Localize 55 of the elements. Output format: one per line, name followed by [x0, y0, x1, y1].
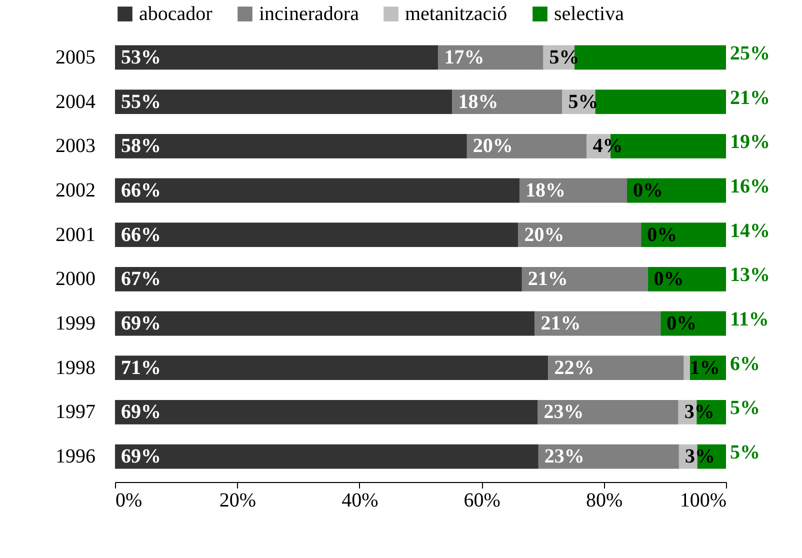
y-tick-label: 2002 [56, 180, 96, 202]
x-tick-label: 40% [342, 490, 378, 512]
data-label: 66% [121, 224, 161, 246]
y-tick-label: 1998 [56, 356, 96, 379]
legend-label: incineradora [259, 3, 360, 25]
data-label: 25% [730, 42, 770, 64]
x-tick-label: 0% [116, 490, 142, 512]
data-label: 1% [690, 356, 720, 379]
legend-label: abocador [139, 3, 213, 25]
data-label: 5% [730, 442, 760, 464]
x-tick-label: 80% [586, 490, 623, 512]
y-tick-label: 2005 [56, 46, 96, 68]
data-label: 0% [647, 224, 678, 246]
y-tick-label: 2001 [56, 224, 96, 246]
data-label: 69% [121, 401, 161, 424]
x-tick-label: 100% [680, 490, 726, 512]
data-label: 69% [121, 446, 161, 468]
data-label: 11% [730, 308, 769, 330]
x-tick-label: 20% [219, 490, 256, 512]
data-label: 6% [730, 352, 760, 375]
data-label: 69% [121, 312, 161, 334]
data-label: 53% [121, 46, 161, 68]
x-tick-label: 60% [464, 490, 500, 512]
data-label: 20% [472, 135, 513, 158]
data-label: 21% [540, 312, 581, 334]
data-label: 21% [528, 268, 568, 290]
data-label: 21% [730, 86, 770, 109]
data-label: 58% [121, 135, 161, 158]
data-label: 66% [121, 180, 161, 202]
data-label: 23% [544, 446, 584, 468]
data-label: 17% [444, 46, 484, 68]
data-label: 18% [458, 90, 498, 113]
data-label: 13% [730, 264, 770, 286]
data-label: 0% [666, 312, 697, 334]
data-label: 19% [730, 131, 770, 154]
data-label: 23% [544, 401, 584, 424]
data-label: 67% [121, 268, 161, 290]
y-tick-label: 1999 [56, 312, 96, 334]
y-tick-label: 2004 [56, 90, 96, 113]
y-tick-label: 1996 [56, 446, 96, 468]
legend-label: metanització [405, 3, 508, 25]
data-label: 5% [730, 397, 760, 420]
data-label: 0% [654, 268, 684, 290]
data-label: 20% [524, 224, 564, 246]
y-tick-label: 2003 [56, 135, 96, 158]
legend-label: selectiva [554, 3, 624, 25]
y-tick-label: 1997 [56, 401, 96, 424]
data-label: 55% [121, 90, 161, 113]
data-label: 0% [633, 180, 664, 202]
data-label: 16% [730, 176, 770, 198]
data-label: 22% [554, 356, 594, 379]
data-label: 18% [525, 180, 566, 202]
data-label: 71% [121, 356, 161, 379]
y-tick-label: 2000 [56, 268, 96, 290]
data-label: 14% [730, 220, 770, 242]
